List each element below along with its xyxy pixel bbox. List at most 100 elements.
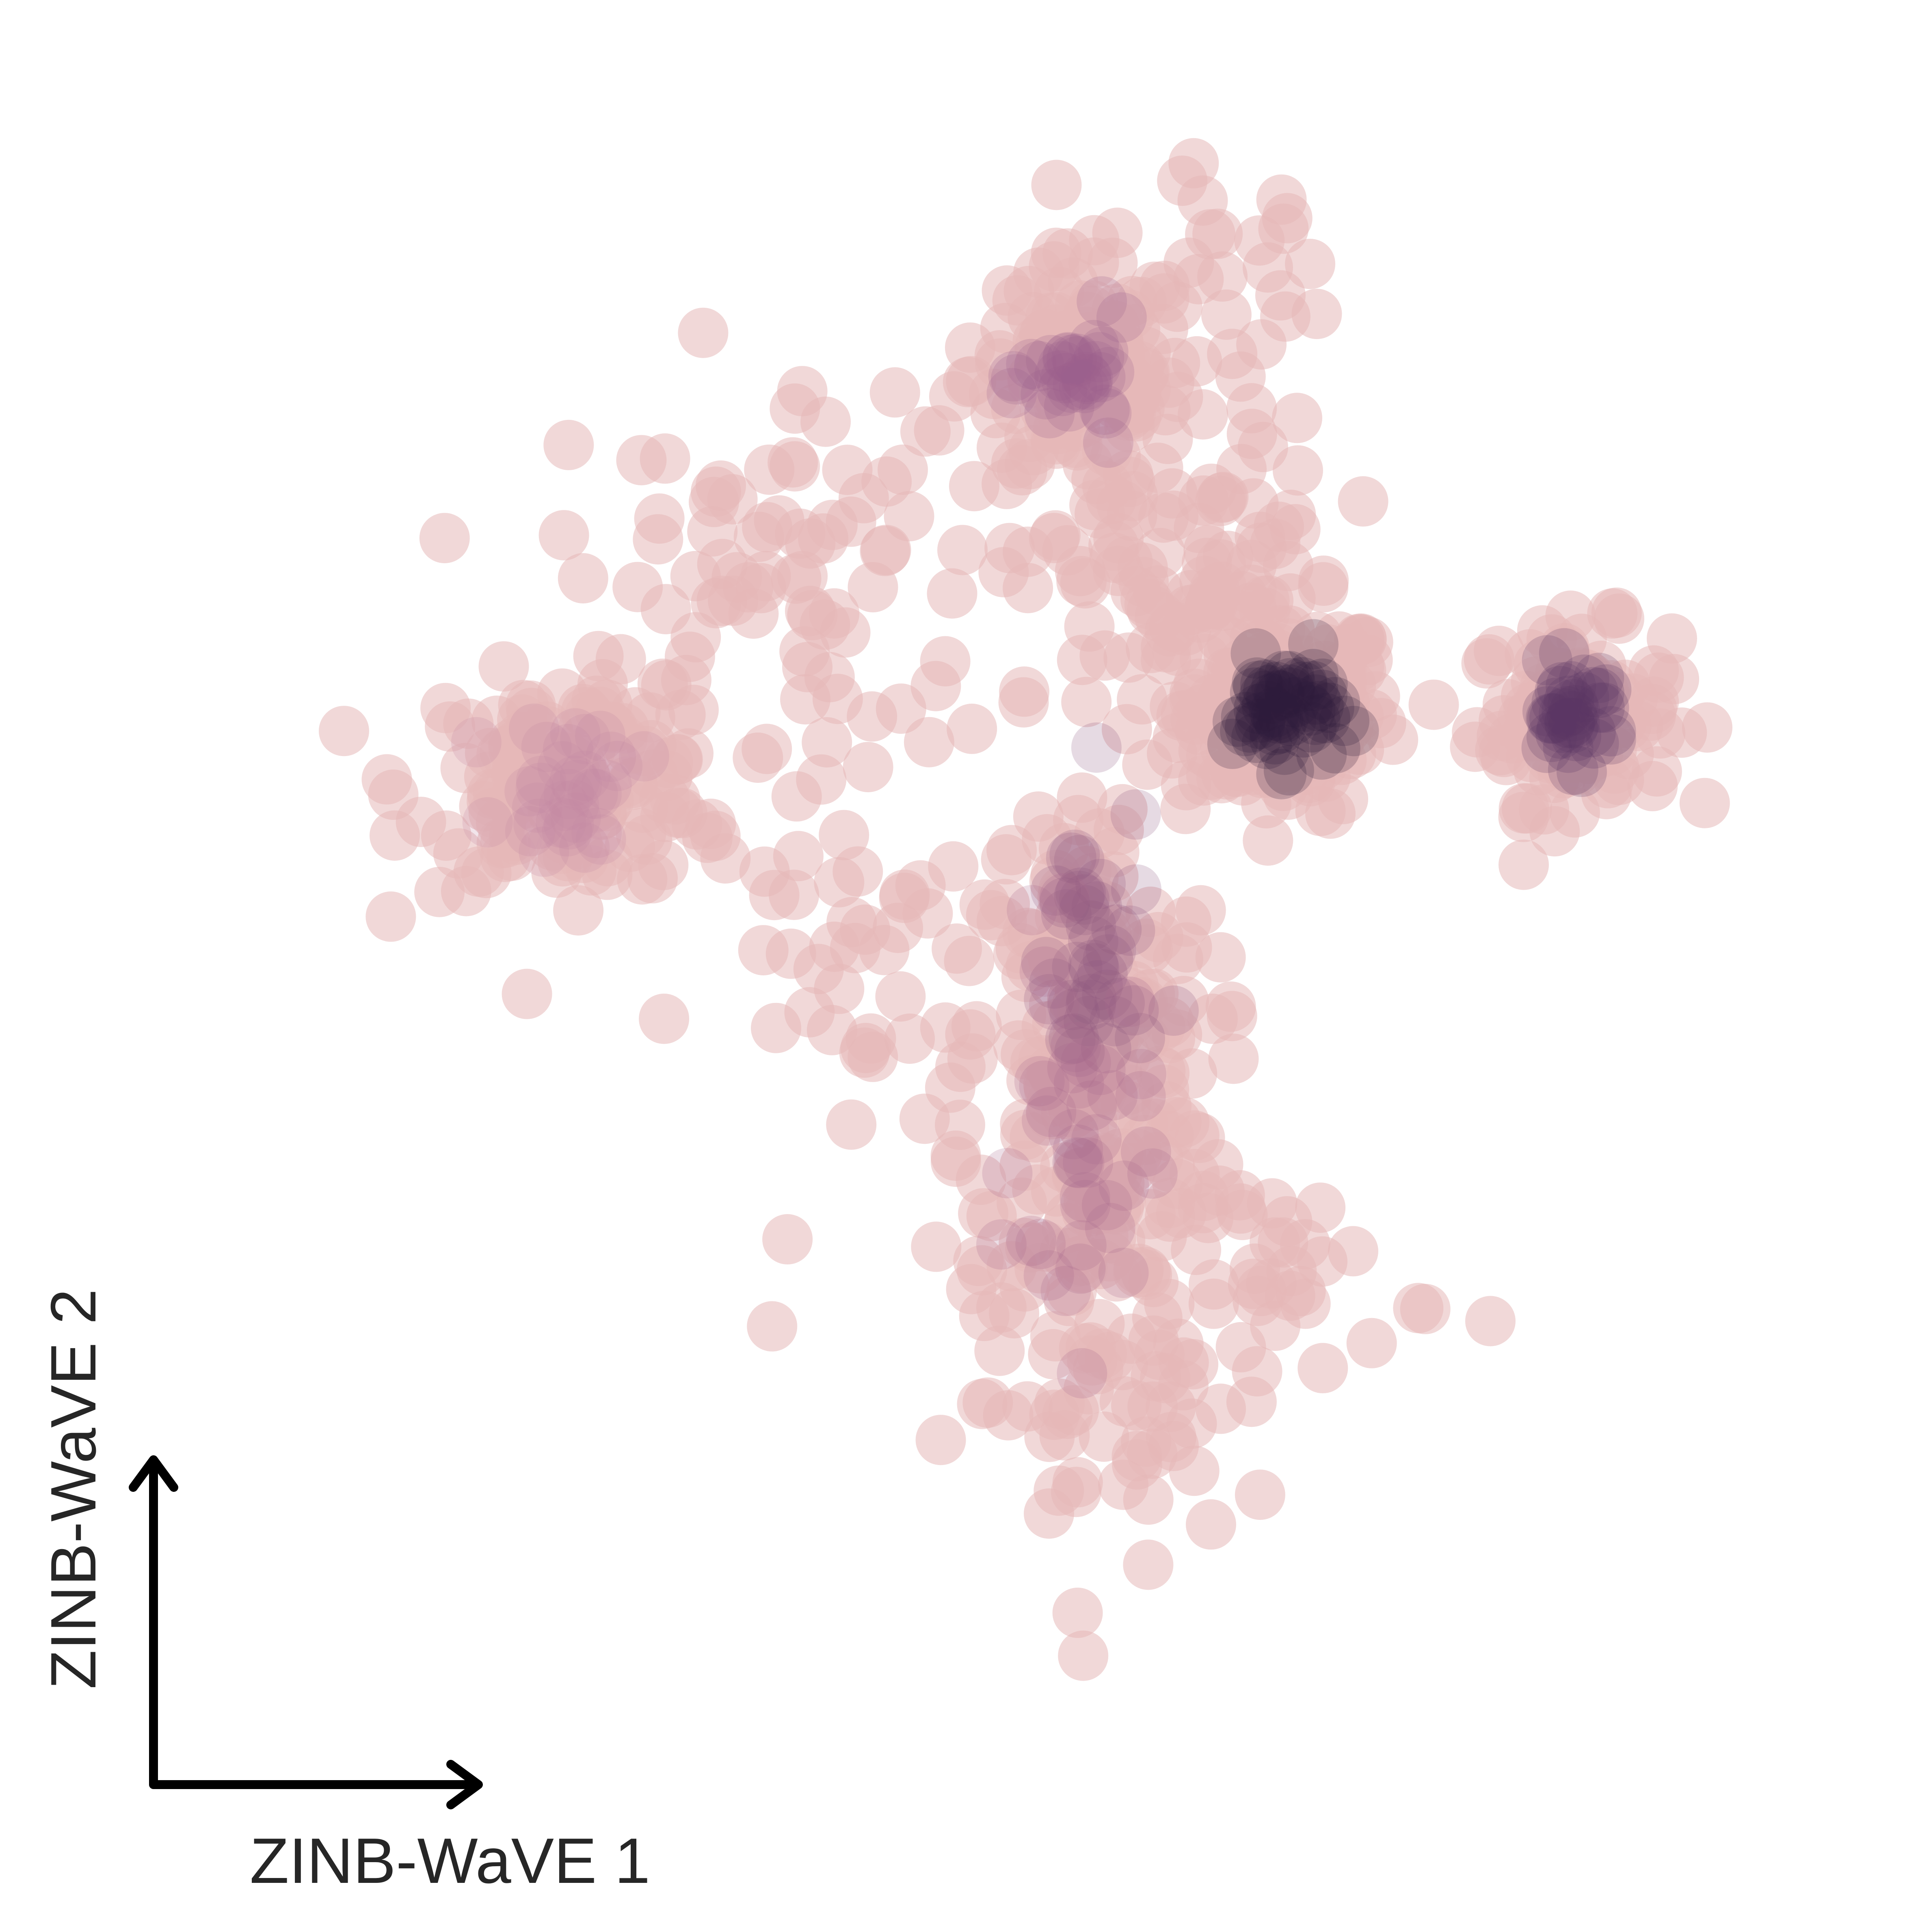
scatter-point [1310, 677, 1360, 728]
scatter-point [1258, 692, 1309, 743]
scatter-point [1135, 1002, 1185, 1052]
scatter-point [1408, 679, 1459, 730]
scatter-point [1019, 1060, 1070, 1111]
scatter-point [1022, 814, 1073, 864]
scatter-point [419, 513, 470, 564]
scatter-point [1054, 835, 1105, 886]
scatter-point [1186, 749, 1237, 800]
scatter-point [1328, 706, 1379, 756]
scatter-point [319, 706, 369, 756]
scatter-point [1055, 867, 1106, 918]
scatter-point [1547, 702, 1598, 753]
scatter-point [996, 990, 1047, 1040]
scatter-point [1098, 1247, 1149, 1298]
scatter-point [1110, 789, 1161, 840]
scatter-point [543, 799, 594, 850]
scatter-point [1521, 722, 1572, 773]
scatter-point [505, 806, 556, 856]
scatter-point [949, 461, 999, 512]
scatter-point [639, 994, 690, 1044]
scatter-point [1057, 1348, 1107, 1398]
scatter-point [762, 1214, 813, 1264]
scatter-point [1251, 690, 1302, 741]
scatter-point [1068, 916, 1118, 967]
points-layer [319, 138, 1732, 1681]
scatter-point [1253, 670, 1304, 720]
scatter-point [733, 733, 783, 783]
scatter-point [932, 923, 982, 974]
scatter-point [1029, 979, 1079, 1030]
scatter-point [1177, 175, 1228, 226]
scatter-point [1297, 1343, 1348, 1394]
scatter-point [1175, 885, 1226, 936]
scatter-point [691, 578, 742, 629]
scatter-point [1069, 943, 1120, 994]
scatter-point [505, 705, 556, 755]
scatter-point [1207, 618, 1258, 669]
scatter-point [549, 755, 600, 806]
scatter-point [592, 741, 643, 791]
scatter-point [543, 419, 594, 470]
scatter-point [1083, 934, 1133, 985]
scatter-point [531, 847, 582, 898]
scatter-point [1296, 729, 1347, 780]
scatter-point [1066, 1080, 1117, 1131]
scatter-point [537, 741, 588, 792]
scatter-point [1551, 711, 1601, 761]
scatter-point [560, 750, 610, 801]
scatter-point [1043, 332, 1094, 383]
scatter-point [1531, 677, 1582, 728]
scatter-point [543, 724, 593, 774]
scatter-point [1055, 1243, 1106, 1294]
scatter-point [1272, 393, 1322, 443]
scatter-point [879, 869, 930, 920]
scatter-point [1548, 744, 1598, 795]
scatter-point [937, 525, 988, 575]
scatter-point [1236, 692, 1286, 743]
scatter-point [1022, 1095, 1072, 1146]
scatter-point [538, 510, 589, 561]
scatter-point [1146, 1381, 1196, 1432]
scatter-point [559, 822, 610, 873]
scatter-point [1075, 859, 1126, 909]
scatter-point [953, 1236, 1004, 1286]
scatter-point [515, 763, 566, 813]
scatter-point [604, 821, 655, 872]
scatter-point [1293, 681, 1344, 731]
scatter-point [749, 870, 800, 921]
scatter-point [420, 683, 471, 733]
scatter-point [1285, 239, 1336, 289]
scatter-point [1543, 722, 1594, 773]
scatter-point [1046, 832, 1096, 883]
scatter-point [1568, 667, 1619, 717]
scatter-point [1024, 388, 1075, 439]
scatter-point [747, 1301, 798, 1352]
scatter-point [1262, 1196, 1313, 1247]
scatter-point [1263, 745, 1314, 796]
scatter-point [1105, 905, 1155, 956]
scatter-point [986, 368, 1037, 419]
scatter-point [1079, 324, 1129, 375]
scatter-point [1277, 661, 1328, 712]
scatter-point [1241, 681, 1292, 731]
scatter-point [1047, 335, 1097, 385]
scatter-point [1539, 628, 1589, 679]
scatter-point [1212, 696, 1263, 747]
scatter-point [1226, 1377, 1277, 1427]
scatter-point [1052, 942, 1103, 992]
scatter-point [577, 659, 628, 710]
scatter-point [1544, 698, 1595, 749]
scatter-point [1297, 670, 1348, 720]
scatter-point [1246, 673, 1297, 724]
scatter-point [1054, 1027, 1105, 1077]
scatter-point [915, 1415, 966, 1465]
scatter-point [1060, 1037, 1111, 1088]
scatter-point [1585, 706, 1636, 756]
scatter-point [1149, 601, 1200, 652]
scatter-point [1049, 988, 1100, 1039]
scatter-point [1300, 693, 1350, 743]
scatter-point [1148, 985, 1199, 1036]
scatter-point [1082, 969, 1133, 1020]
scatter-point [1235, 1470, 1285, 1520]
scatter-point [1527, 693, 1578, 744]
